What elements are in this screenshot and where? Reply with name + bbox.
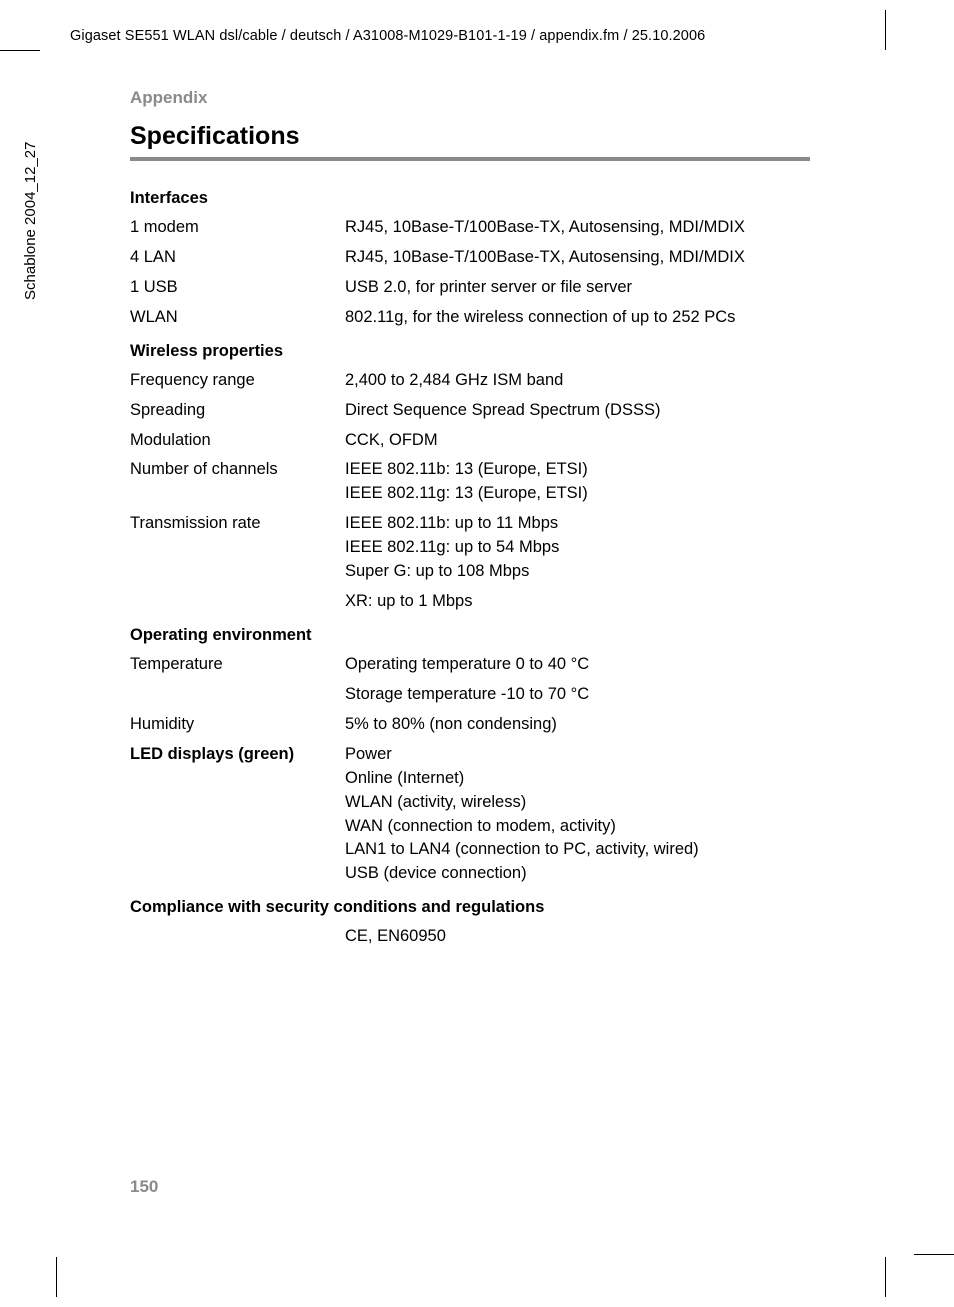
spec-value-line: Operating temperature 0 to 40 °C — [345, 653, 854, 677]
spec-value-line: IEEE 802.11b: 13 (Europe, ETSI) — [345, 458, 854, 482]
page-title: Specifications — [130, 122, 854, 151]
spec-label: LED displays (green) — [130, 743, 345, 887]
spec-label: 1 USB — [130, 276, 345, 300]
spec-label — [130, 925, 345, 949]
spec-label — [130, 590, 345, 614]
spec-value-line: Power — [345, 743, 854, 767]
spec-label: Transmission rate — [130, 512, 345, 584]
spec-value-line: XR: up to 1 Mbps — [345, 590, 854, 614]
spec-row: WLAN802.11g, for the wireless connection… — [130, 306, 854, 330]
spec-value: IEEE 802.11b: up to 11 MbpsIEEE 802.11g:… — [345, 512, 854, 584]
spec-row: Transmission rateIEEE 802.11b: up to 11 … — [130, 512, 854, 584]
section-heading: Compliance with security conditions and … — [130, 898, 854, 917]
spec-row: TemperatureOperating temperature 0 to 40… — [130, 653, 854, 677]
spec-value-line: WLAN (activity, wireless) — [345, 791, 854, 815]
crop-mark — [914, 1254, 954, 1255]
spec-row: SpreadingDirect Sequence Spread Spectrum… — [130, 399, 854, 423]
spec-value-line: CE, EN60950 — [345, 925, 854, 949]
spec-label: 4 LAN — [130, 246, 345, 270]
spec-value: Operating temperature 0 to 40 °C — [345, 653, 854, 677]
spec-value: XR: up to 1 Mbps — [345, 590, 854, 614]
spec-value: 5% to 80% (non condensing) — [345, 713, 854, 737]
spec-value-line: Direct Sequence Spread Spectrum (DSSS) — [345, 399, 854, 423]
spec-value-line: IEEE 802.11b: up to 11 Mbps — [345, 512, 854, 536]
spec-label: Temperature — [130, 653, 345, 677]
spec-row: Frequency range2,400 to 2,484 GHz ISM ba… — [130, 369, 854, 393]
spec-value-line: LAN1 to LAN4 (connection to PC, activity… — [345, 838, 854, 862]
spec-row: 1 USBUSB 2.0, for printer server or file… — [130, 276, 854, 300]
spec-row: 1 modemRJ45, 10Base-T/100Base-TX, Autose… — [130, 216, 854, 240]
page-content: Appendix Specifications Interfaces 1 mode… — [130, 88, 854, 955]
spec-value-line: Online (Internet) — [345, 767, 854, 791]
spec-value-line: WAN (connection to modem, activity) — [345, 815, 854, 839]
spec-row: Storage temperature -10 to 70 °C — [130, 683, 854, 707]
spec-row: LED displays (green)PowerOnline (Interne… — [130, 743, 854, 887]
section-heading: Interfaces — [130, 189, 854, 208]
spec-value: CCK, OFDM — [345, 429, 854, 453]
spec-value: Storage temperature -10 to 70 °C — [345, 683, 854, 707]
crop-mark — [56, 1257, 57, 1297]
section-heading: Wireless properties — [130, 342, 854, 361]
spec-value-line: CCK, OFDM — [345, 429, 854, 453]
page-number: 150 — [130, 1177, 158, 1197]
spec-label: WLAN — [130, 306, 345, 330]
spec-label: Modulation — [130, 429, 345, 453]
template-side-text: Schablone 2004_12_27 — [22, 142, 39, 300]
spec-value-line: RJ45, 10Base-T/100Base-TX, Autosensing, … — [345, 246, 854, 270]
crop-mark — [885, 10, 886, 50]
title-rule — [130, 157, 810, 161]
spec-value: CE, EN60950 — [345, 925, 854, 949]
spec-row: ModulationCCK, OFDM — [130, 429, 854, 453]
spec-value-line: RJ45, 10Base-T/100Base-TX, Autosensing, … — [345, 216, 854, 240]
spec-value: Direct Sequence Spread Spectrum (DSSS) — [345, 399, 854, 423]
spec-value: 802.11g, for the wireless connection of … — [345, 306, 854, 330]
spec-label: Spreading — [130, 399, 345, 423]
spec-row: 4 LANRJ45, 10Base-T/100Base-TX, Autosens… — [130, 246, 854, 270]
spec-row: CE, EN60950 — [130, 925, 854, 949]
spec-value: IEEE 802.11b: 13 (Europe, ETSI)IEEE 802.… — [345, 458, 854, 506]
spec-value: RJ45, 10Base-T/100Base-TX, Autosensing, … — [345, 246, 854, 270]
spec-value-line: IEEE 802.11g: 13 (Europe, ETSI) — [345, 482, 854, 506]
section-heading: Operating environment — [130, 626, 854, 645]
spec-value-line: USB (device connection) — [345, 862, 854, 886]
crop-mark — [885, 1257, 886, 1297]
spec-value-line: Storage temperature -10 to 70 °C — [345, 683, 854, 707]
spec-value-line: IEEE 802.11g: up to 54 Mbps — [345, 536, 854, 560]
spec-label: 1 modem — [130, 216, 345, 240]
spec-label — [130, 683, 345, 707]
header-path: Gigaset SE551 WLAN dsl/cable / deutsch /… — [70, 28, 705, 44]
spec-value-line: 5% to 80% (non condensing) — [345, 713, 854, 737]
spec-value-line: USB 2.0, for printer server or file serv… — [345, 276, 854, 300]
spec-row: Humidity5% to 80% (non condensing) — [130, 713, 854, 737]
spec-row: Number of channelsIEEE 802.11b: 13 (Euro… — [130, 458, 854, 506]
spec-row: XR: up to 1 Mbps — [130, 590, 854, 614]
spec-value-line: Super G: up to 108 Mbps — [345, 560, 854, 584]
spec-label: Frequency range — [130, 369, 345, 393]
spec-label: Number of channels — [130, 458, 345, 506]
spec-value: USB 2.0, for printer server or file serv… — [345, 276, 854, 300]
spec-label: Humidity — [130, 713, 345, 737]
spec-value-line: 802.11g, for the wireless connection of … — [345, 306, 854, 330]
crop-mark — [0, 50, 40, 51]
spec-value: PowerOnline (Internet)WLAN (activity, wi… — [345, 743, 854, 887]
appendix-label: Appendix — [130, 88, 854, 108]
spec-value: 2,400 to 2,484 GHz ISM band — [345, 369, 854, 393]
spec-value-line: 2,400 to 2,484 GHz ISM band — [345, 369, 854, 393]
spec-value: RJ45, 10Base-T/100Base-TX, Autosensing, … — [345, 216, 854, 240]
